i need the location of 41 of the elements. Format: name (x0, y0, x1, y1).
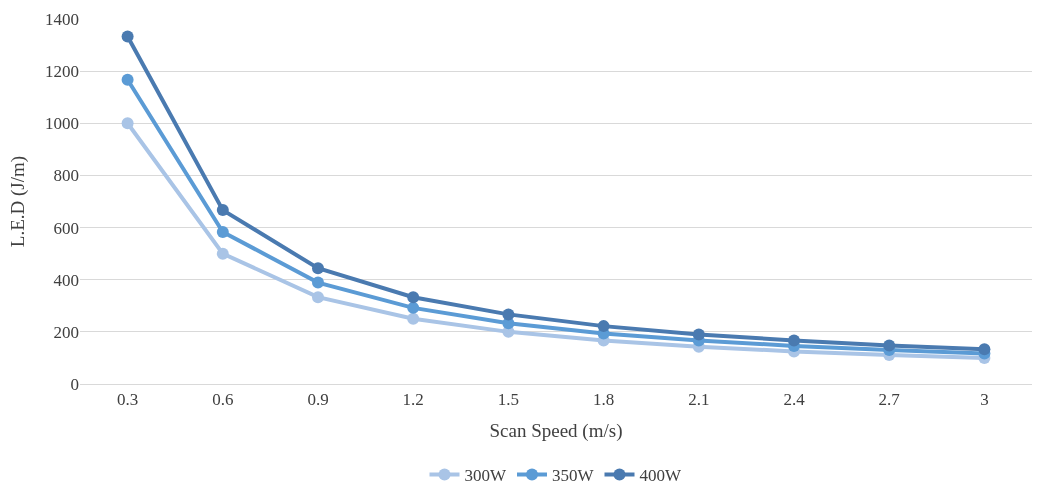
y-tick-label: 1200 (45, 62, 79, 82)
x-tick-label: 1.5 (497, 390, 520, 410)
y-tick-label: 1000 (45, 114, 79, 134)
point (692, 328, 705, 341)
point (407, 312, 420, 325)
point (978, 343, 991, 356)
x-axis-title: Scan Speed (m/s) (489, 420, 623, 443)
y-tick-label: 600 (53, 218, 79, 238)
x-tick-label: 2.7 (878, 390, 901, 410)
x-tick-label: 0.3 (116, 390, 139, 410)
y-tick-label: 800 (53, 166, 79, 186)
x-tick-label: 2.1 (688, 390, 710, 410)
point (121, 73, 134, 86)
y-tick-label: 400 (53, 270, 79, 290)
point (502, 308, 515, 321)
x-tick-label: 2.4 (783, 390, 806, 410)
point (597, 320, 610, 333)
x-tick-label: 1.8 (592, 390, 615, 410)
point (216, 226, 229, 238)
point (312, 291, 324, 304)
y-tick-label: 200 (53, 322, 79, 342)
x-tick-label: 0.9 (307, 390, 329, 410)
x-tick-label: 0.6 (212, 390, 234, 410)
legend-label: 350W (552, 466, 595, 486)
point (121, 30, 134, 43)
point (216, 204, 229, 217)
legend-label: 300W (464, 466, 507, 486)
point (407, 301, 420, 314)
point (883, 339, 896, 352)
point (788, 334, 800, 347)
point (407, 291, 420, 304)
point (121, 117, 134, 130)
point (312, 276, 324, 289)
point (312, 262, 324, 275)
x-tick-label: 1.2 (402, 390, 424, 410)
point (216, 247, 229, 260)
y-tick-label: 1400 (45, 9, 79, 29)
y-tick-label: 0 (70, 374, 79, 394)
x-tick-label: 3 (980, 390, 989, 410)
legend-label: 400W (639, 466, 682, 486)
y-axis-title: L.E.D (J/m) (6, 155, 29, 248)
